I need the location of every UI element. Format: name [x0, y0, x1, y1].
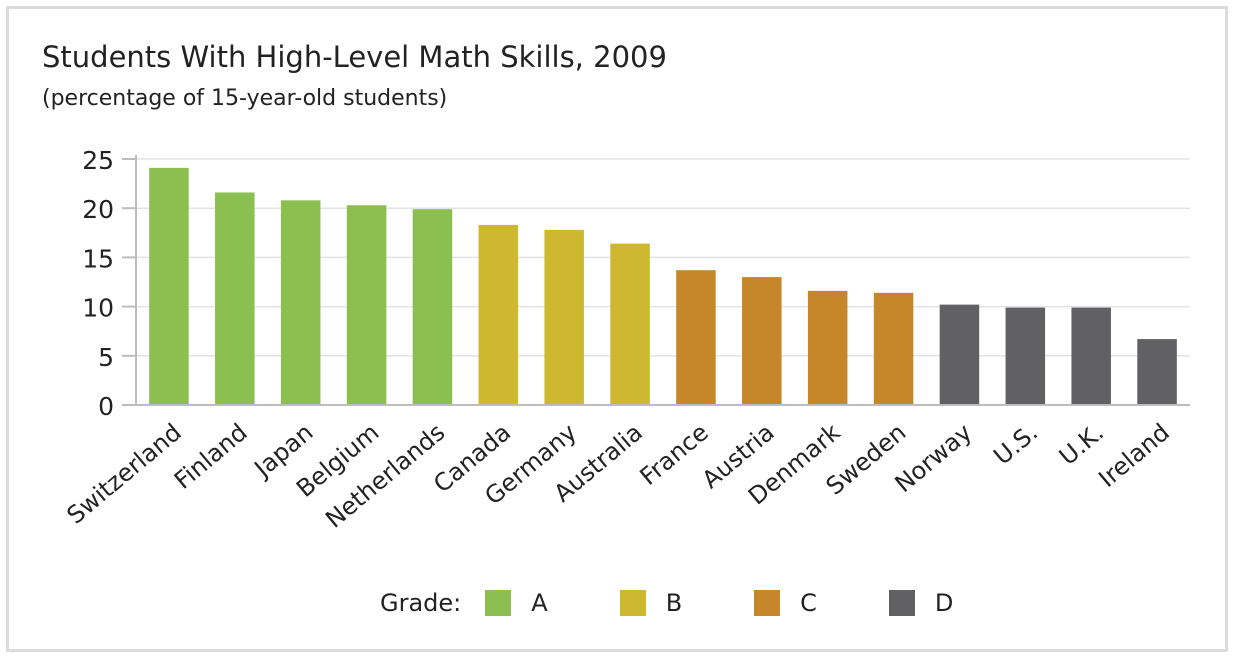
bar — [346, 205, 387, 405]
chart-subtitle: (percentage of 15-year-old students) — [42, 86, 448, 111]
bar — [412, 209, 453, 405]
legend-item-d: D — [888, 589, 954, 617]
x-tick-label: U.S. — [988, 418, 1043, 470]
bar — [1071, 307, 1111, 405]
x-tick-label: Ireland — [1093, 418, 1175, 493]
legend: Grade: A B C D — [380, 588, 953, 618]
legend-text-c: C — [800, 589, 817, 617]
bar — [215, 192, 255, 405]
bar — [1137, 339, 1177, 405]
y-tick-label: 10 — [82, 294, 114, 323]
legend-text-d: D — [934, 589, 954, 617]
bar — [873, 292, 914, 405]
legend-label: Grade: — [380, 589, 462, 617]
legend-text-b: B — [665, 589, 683, 617]
bar — [544, 229, 584, 405]
bar — [807, 290, 848, 405]
legend-item-c: C — [754, 589, 817, 617]
y-tick-label: 20 — [82, 195, 114, 224]
y-tick-label: 0 — [98, 392, 114, 421]
bar — [610, 243, 650, 405]
bar — [676, 270, 716, 405]
y-tick-label: 15 — [82, 244, 114, 273]
bar — [478, 224, 519, 405]
x-tick-label: Finland — [169, 418, 253, 495]
x-tick-label: U.K. — [1054, 418, 1109, 471]
bar — [149, 167, 189, 405]
legend-swatch-b — [619, 590, 646, 616]
x-axis: SwitzerlandFinlandJapanBelgiumNetherland… — [62, 404, 1190, 534]
bar — [280, 200, 321, 405]
legend-text-a: A — [531, 589, 548, 617]
legend-item-b: B — [619, 589, 683, 617]
chart-title: Students With High-Level Math Skills, 20… — [42, 40, 667, 74]
y-axis: 0 5 10 15 20 25 — [82, 146, 137, 421]
legend-swatch-d — [888, 590, 915, 616]
bar — [939, 304, 980, 405]
legend-item-a: A — [485, 589, 548, 617]
bar — [742, 277, 782, 405]
legend-swatch-a — [485, 590, 512, 616]
bar — [1005, 307, 1046, 405]
legend-swatch-c — [754, 590, 781, 616]
y-tick-label: 5 — [98, 343, 114, 372]
y-tick-label: 25 — [82, 146, 114, 175]
bars — [149, 167, 1177, 405]
x-tick-label: Switzerland — [62, 418, 187, 529]
